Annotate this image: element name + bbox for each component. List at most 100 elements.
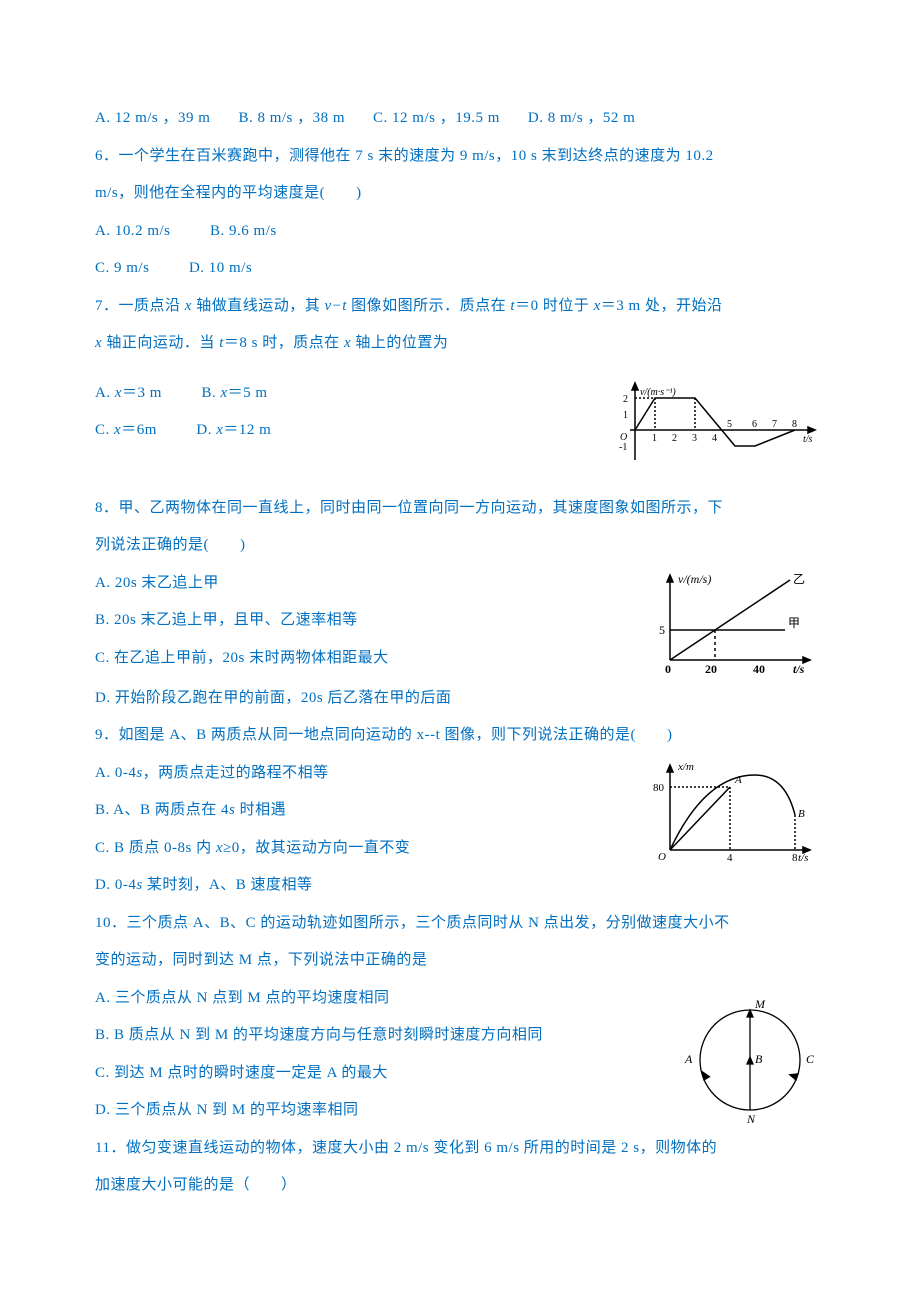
- q9oBb: 时相遇: [235, 802, 286, 818]
- q10-stem-2: 变的运动，同时到达 M 点，下列说法中正确的是: [95, 942, 825, 980]
- q9-B: B: [798, 808, 805, 820]
- q9oDb: 某时刻，A、B 速度相等: [143, 877, 313, 893]
- q7-s1a: 7．一质点沿: [95, 298, 185, 314]
- q9oBa: B. A、B 两质点在 4: [95, 802, 229, 818]
- q6-options-1: A. 10.2 m/s B. 9.6 m/s: [95, 213, 825, 251]
- q7-oAa: A.: [95, 385, 115, 401]
- q10-optD: D. 三个质点从 N 到 M 的平均速率相同: [95, 1092, 675, 1130]
- q8-optC: C. 在乙追上甲前，20s 末时两物体相距最大: [95, 640, 645, 678]
- svg-text:5: 5: [659, 623, 665, 637]
- q7-oDa: D.: [196, 422, 216, 438]
- svg-text:20: 20: [705, 662, 717, 676]
- svg-text:8: 8: [792, 419, 797, 430]
- q10-N: N: [746, 1112, 756, 1125]
- q7-s2a: 轴正向运动．当: [102, 335, 219, 351]
- q6-optB: B. 9.6 m/s: [210, 223, 277, 239]
- q7-s1c: 图像如图所示．质点在: [347, 298, 511, 314]
- svg-text:7: 7: [772, 419, 777, 430]
- q9oCb: ≥0，故其运动方向一直不变: [223, 840, 410, 856]
- q7-vt: v−t: [324, 298, 346, 314]
- q7-s1b: 轴做直线运动，其: [192, 298, 325, 314]
- q7-oBb: ＝5 m: [228, 385, 268, 401]
- q9xC: x: [216, 840, 223, 856]
- q6-optD: D. 10 m/s: [189, 260, 252, 276]
- q6-stem-1: 6．一个学生在百米赛跑中，测得他在 7 s 末的速度为 9 m/s，10 s 末…: [95, 138, 825, 176]
- q9oDa: D. 0-4: [95, 877, 136, 893]
- svg-text:1: 1: [623, 410, 628, 421]
- q8-optA: A. 20s 末乙追上甲: [95, 565, 645, 603]
- q9-ylabel: x/m: [677, 761, 694, 773]
- svg-text:2: 2: [672, 433, 677, 444]
- q8-stem-1: 8．甲、乙两物体在同一直线上，同时由同一位置向同一方向运动，其速度图象如图所示，…: [95, 490, 825, 528]
- q9-A: A: [734, 774, 742, 786]
- q9-optC: C. B 质点 0-8s 内 x≥0，故其运动方向一直不变: [95, 830, 645, 868]
- q7-oAx: x: [115, 385, 122, 401]
- svg-text:6: 6: [752, 419, 757, 430]
- svg-text:0: 0: [665, 662, 671, 676]
- q6-optA: A. 10.2 m/s: [95, 223, 171, 239]
- svg-text:5: 5: [727, 419, 732, 430]
- q5-optA: A. 12 m/s ，39 m: [95, 100, 210, 138]
- q7-oBa: B.: [201, 385, 220, 401]
- q7-oCb: ＝6m: [121, 422, 157, 438]
- svg-text:1: 1: [652, 433, 657, 444]
- svg-text:80: 80: [653, 782, 665, 794]
- q6-stem-2: m/s，则他在全程内的平均速度是( ): [95, 175, 825, 213]
- q9-xlabel: t/s: [798, 852, 808, 864]
- q7-options-2: C. x＝6m D. x＝12 m: [95, 412, 605, 450]
- q7-chart: v/(m·s⁻¹) 2 1 O -1 12345678 t/s: [605, 375, 825, 465]
- q10-optB: B. B 质点从 N 到 M 的平均速度方向与任意时刻瞬时速度方向相同: [95, 1017, 675, 1055]
- q9oAb: ，两质点走过的路程不相等: [143, 765, 329, 781]
- q8-chart: v/(m/s) 5 0 20 40 t/s 乙 甲: [645, 565, 825, 680]
- q7-s1e: ＝3 m 处，开始沿: [601, 298, 723, 314]
- q5-options: A. 12 m/s ，39 m B. 8 m/s ，38 m C. 12 m/s…: [95, 100, 825, 138]
- q10-optA: A. 三个质点从 N 点到 M 点的平均速度相同: [95, 980, 675, 1018]
- q11-stem-2: 加速度大小可能的是（ ）: [95, 1167, 825, 1205]
- q7-xlabel: t/s: [803, 434, 813, 445]
- q10-chart: M N A B C: [675, 980, 825, 1125]
- q6-options-2: C. 9 m/s D. 10 m/s: [95, 250, 825, 288]
- q10-B: B: [755, 1052, 763, 1066]
- svg-text:4: 4: [712, 433, 717, 444]
- q7-oBx: x: [220, 385, 227, 401]
- q10-optC: C. 到达 M 点时的瞬时速度一定是 A 的最大: [95, 1055, 675, 1093]
- q10-stem-1: 10．三个质点 A、B、C 的运动轨迹如图所示，三个质点同时从 N 点出发，分别…: [95, 905, 825, 943]
- q7-ylabel: v/(m·s⁻¹): [640, 387, 676, 398]
- q7-s1d: ＝0 时位于: [515, 298, 594, 314]
- q7-oCa: C.: [95, 422, 114, 438]
- svg-text:2: 2: [623, 394, 628, 405]
- q7-x1: x: [185, 298, 192, 314]
- q9-stem: 9．如图是 A、B 两质点从同一地点同向运动的 x--t 图像，则下列说法正确的…: [95, 717, 825, 755]
- q7-stem-1: 7．一质点沿 x 轴做直线运动，其 v−t 图像如图所示．质点在 t＝0 时位于…: [95, 288, 825, 326]
- q8-optD: D. 开始阶段乙跑在甲的前面，20s 后乙落在甲的后面: [95, 680, 825, 718]
- q9oAa: A. 0-4: [95, 765, 136, 781]
- svg-text:O: O: [658, 851, 666, 863]
- q7-oDb: ＝12 m: [223, 422, 271, 438]
- q7-s2c: 轴上的位置为: [351, 335, 448, 351]
- svg-text:4: 4: [727, 852, 733, 864]
- q8-optB: B. 20s 末乙追上甲，且甲、乙速率相等: [95, 602, 645, 640]
- q5-optC: C. 12 m/s ，19.5 m: [373, 100, 500, 138]
- q8-jia: 甲: [788, 616, 800, 630]
- q11-stem-1: 11．做匀变速直线运动的物体，速度大小由 2 m/s 变化到 6 m/s 所用的…: [95, 1130, 825, 1168]
- q10-C: C: [806, 1052, 815, 1066]
- q5-optD: D. 8 m/s ，52 m: [528, 100, 635, 138]
- q10-M: M: [754, 997, 766, 1011]
- q7-oAb: ＝3 m: [122, 385, 162, 401]
- q8-ylabel: v/(m/s): [678, 572, 711, 586]
- q9-optB: B. A、B 两质点在 4s 时相遇: [95, 792, 645, 830]
- q6-optC: C. 9 m/s: [95, 260, 149, 276]
- q7-stem-2: x 轴正向运动．当 t＝8 s 时，质点在 x 轴上的位置为: [95, 325, 825, 363]
- q5-optB: B. 8 m/s ，38 m: [238, 100, 345, 138]
- q8-yi: 乙: [793, 572, 805, 586]
- q9-optD: D. 0-4s 某时刻，A、B 速度相等: [95, 867, 825, 905]
- svg-text:-1: -1: [619, 442, 627, 453]
- q8-stem-2: 列说法正确的是( ): [95, 527, 825, 565]
- svg-text:3: 3: [692, 433, 697, 444]
- svg-text:40: 40: [753, 662, 765, 676]
- q8-xlabel: t/s: [793, 662, 805, 676]
- q9-optA: A. 0-4s，两质点走过的路程不相等: [95, 755, 645, 793]
- q7-s2b: ＝8 s 时，质点在: [224, 335, 344, 351]
- q7-options-1: A. x＝3 m B. x＝5 m: [95, 375, 605, 413]
- q10-A: A: [684, 1052, 693, 1066]
